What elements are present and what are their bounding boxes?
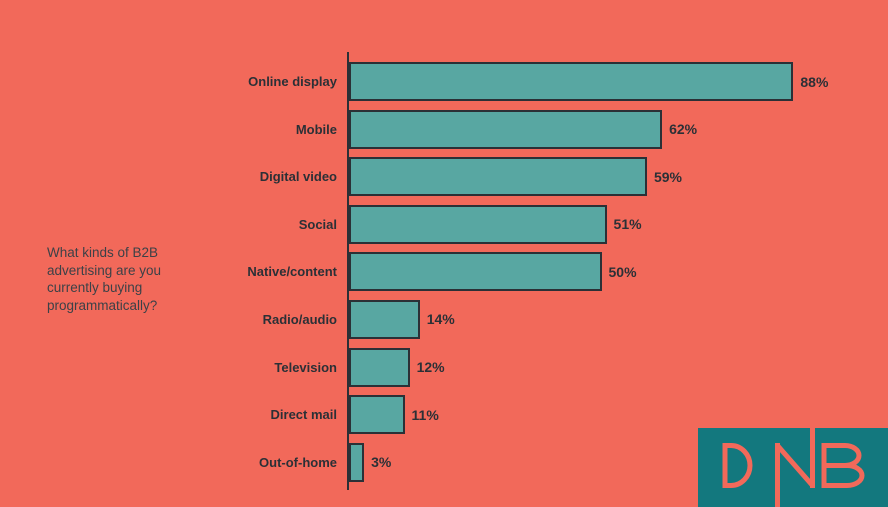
bar-row: Online display 88% — [0, 62, 888, 101]
dnb-logo-letter-d — [722, 443, 753, 488]
dnb-logo — [698, 428, 888, 507]
value-label: 11% — [411, 406, 439, 423]
bar-row: Social 51% — [0, 204, 888, 244]
category-label: Out-of-home — [259, 454, 337, 470]
chart-rows: Online display 88% Mobile 62% Digital vi… — [0, 62, 888, 490]
category-label: Online display — [248, 74, 337, 89]
bar — [349, 395, 405, 435]
dnb-logo-letter-b — [821, 443, 865, 488]
category-label: Direct mail — [270, 407, 337, 423]
bar-row: Digital video 59% — [0, 157, 888, 197]
category-label: Radio/audio — [262, 311, 337, 327]
value-label: 12% — [416, 359, 445, 376]
bar-row: Mobile 62% — [0, 109, 888, 149]
value-label: 59% — [653, 168, 682, 185]
value-label: 14% — [426, 311, 455, 328]
bar-row: Television 12% — [0, 347, 888, 387]
bar-row: Out-of-home 3% — [0, 442, 888, 482]
bar-row: Native/content 50% — [0, 252, 888, 292]
value-label: 50% — [608, 263, 637, 280]
chart-question-text: What kinds of B2B advertising are you cu… — [47, 245, 162, 313]
category-label: Social — [298, 216, 337, 232]
category-label: Digital video — [259, 169, 337, 185]
value-label: 62% — [669, 121, 698, 138]
value-label: 3% — [371, 454, 392, 471]
value-label: 88% — [800, 73, 829, 90]
category-label: Mobile — [295, 121, 337, 137]
dnb-logo-letter-n — [775, 428, 815, 507]
bar — [349, 252, 602, 292]
category-label: Native/content — [247, 264, 337, 280]
bar — [349, 442, 365, 482]
value-label: 51% — [613, 216, 642, 233]
bar — [349, 347, 410, 387]
bar-row: Radio/audio 14% — [0, 299, 888, 339]
bar — [349, 299, 420, 339]
bar — [349, 204, 607, 244]
category-label: Television — [274, 359, 337, 375]
y-axis-line — [347, 52, 349, 490]
bar — [349, 109, 663, 149]
bar — [349, 62, 794, 101]
bar — [349, 157, 647, 197]
bar-row: Direct mail 11% — [0, 395, 888, 435]
